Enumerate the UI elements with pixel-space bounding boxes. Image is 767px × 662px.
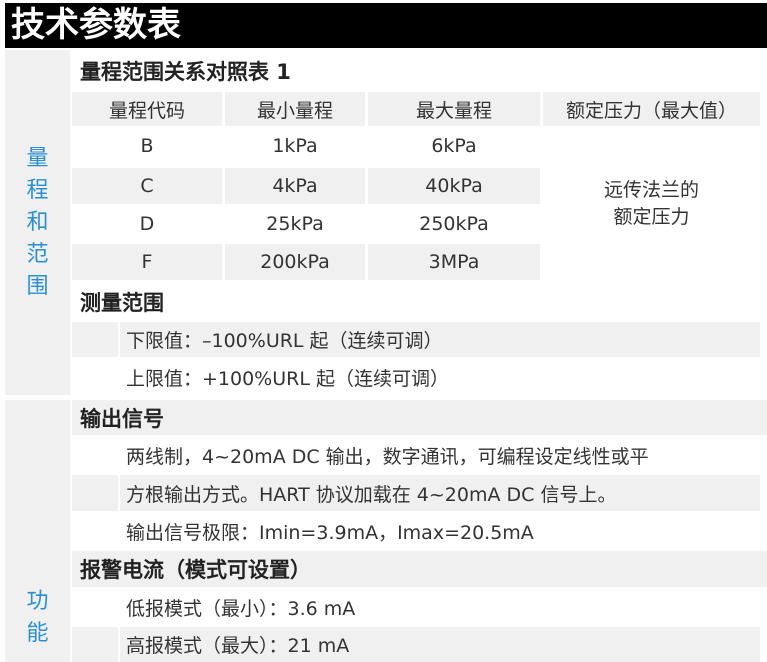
section-label-range: 量程和范围 <box>5 50 70 395</box>
pressure-note-line: 额定压力 <box>613 206 690 228</box>
table-cell: C <box>72 168 222 204</box>
table-cell: 40kPa <box>368 168 540 204</box>
output-line: 两线制，4~20mA DC 输出，数字通讯，可编程设定线性或平 <box>126 445 649 468</box>
section-label-text: 量程和范围 <box>26 145 49 299</box>
measure-lower: 下限值：–100%URL 起（连续可调） <box>120 322 760 357</box>
pressure-note-line: 远传法兰的 <box>603 179 699 201</box>
output-signal-heading: 输出信号 <box>72 400 767 435</box>
header-code: 量程代码 <box>72 92 222 126</box>
indent-cell <box>72 475 118 511</box>
header-max: 最大量程 <box>368 92 540 126</box>
pressure-note: 远传法兰的 额定压力 <box>543 128 760 280</box>
measure-range-heading: 测量范围 <box>80 291 164 315</box>
table-cell: F <box>72 244 222 280</box>
table-cell: 25kPa <box>266 213 324 235</box>
output-line: 输出信号极限：Imin=3.9mA，Imax=20.5mA <box>126 521 534 544</box>
section-label-text: 功能 <box>26 589 49 646</box>
section-label-function: 功能 <box>5 400 70 662</box>
alarm-low: 低报模式（最小）：3.6 mA <box>126 597 356 620</box>
table-cell: 4kPa <box>225 168 365 204</box>
indent-cell <box>72 627 118 662</box>
table-cell: D <box>139 213 155 235</box>
measure-upper: 上限值：+100%URL 起（连续可调） <box>126 368 449 390</box>
range-table-heading: 量程范围关系对照表 1 <box>80 60 291 84</box>
alarm-high: 高报模式（最大）：21 mA <box>120 627 760 662</box>
table-cell: B <box>140 135 154 157</box>
table-cell: 250kPa <box>419 213 489 235</box>
output-line: 方根输出方式。HART 协议加载在 4~20mA DC 信号上。 <box>120 475 760 511</box>
header-min: 最小量程 <box>225 92 365 126</box>
table-cell: 200kPa <box>225 244 365 280</box>
page-title: 技术参数表 <box>5 3 767 48</box>
table-cell: 1kPa <box>272 135 318 157</box>
table-cell: 3MPa <box>368 244 540 280</box>
indent-cell <box>72 322 118 357</box>
header-pressure: 额定压力（最大值） <box>543 92 760 126</box>
alarm-current-heading: 报警电流（模式可设置） <box>72 551 767 587</box>
table-cell: 6kPa <box>431 135 477 157</box>
